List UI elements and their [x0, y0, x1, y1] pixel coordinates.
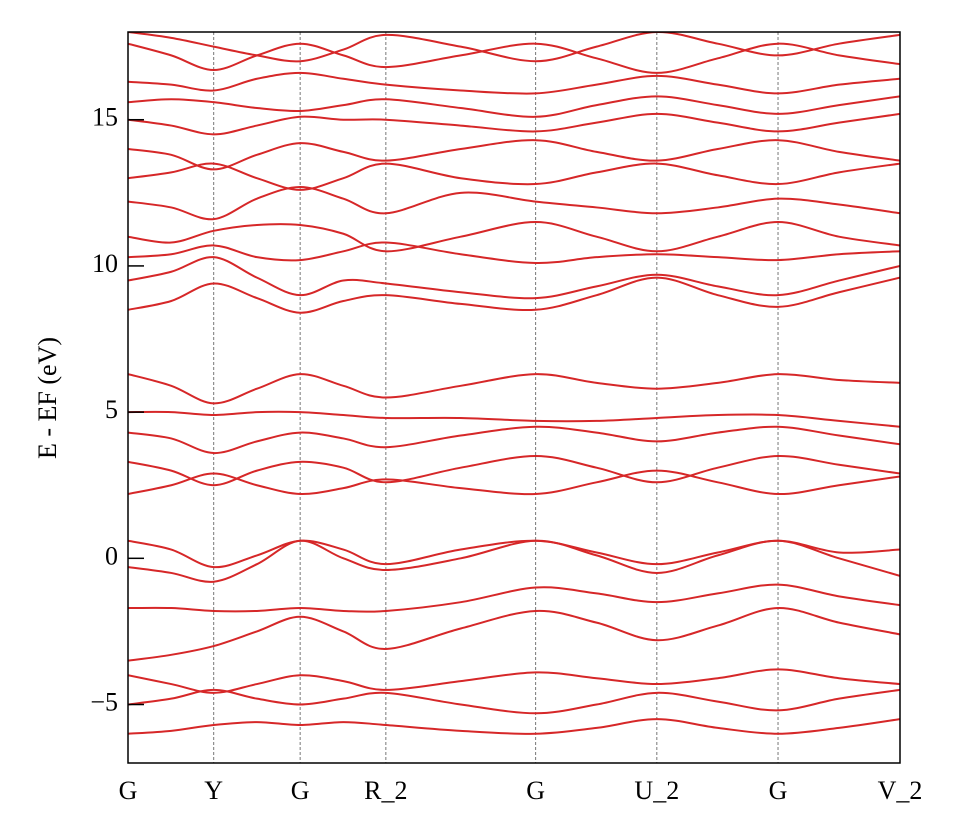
x-tick-label: Y [204, 776, 223, 805]
band [128, 95, 900, 118]
x-tick-label: G [119, 776, 138, 805]
x-tick-label: G [291, 776, 310, 805]
x-tick-label: R_2 [364, 776, 407, 805]
plot-frame [127, 31, 901, 764]
band [128, 718, 900, 735]
y-tick-label: −5 [90, 687, 118, 716]
y-tick-label: 15 [92, 103, 118, 132]
band [128, 112, 900, 136]
x-tick-label: G [769, 776, 788, 805]
band [128, 469, 900, 496]
band [128, 607, 900, 662]
band [128, 162, 900, 191]
band [128, 221, 900, 253]
band [128, 373, 900, 405]
band [128, 32, 900, 63]
band [128, 454, 900, 487]
band [128, 539, 900, 569]
y-tick-label: 5 [105, 395, 118, 424]
y-axis-label: E - EF (eV) [33, 337, 62, 459]
band [128, 185, 900, 221]
x-tick-label: G [526, 776, 545, 805]
x-tick-label: V_2 [878, 776, 923, 805]
band [128, 71, 900, 95]
band [128, 688, 900, 715]
y-tick-label: 10 [92, 249, 118, 278]
band [128, 425, 900, 455]
band [128, 668, 900, 694]
band [128, 276, 900, 314]
band [128, 42, 900, 74]
bands [128, 32, 900, 735]
band [128, 241, 900, 264]
band [128, 139, 900, 171]
band [128, 583, 900, 613]
x-tick-label: U_2 [634, 776, 679, 805]
y-tick-label: 0 [105, 541, 118, 570]
band [128, 539, 900, 583]
band [128, 410, 900, 428]
band [128, 256, 900, 300]
